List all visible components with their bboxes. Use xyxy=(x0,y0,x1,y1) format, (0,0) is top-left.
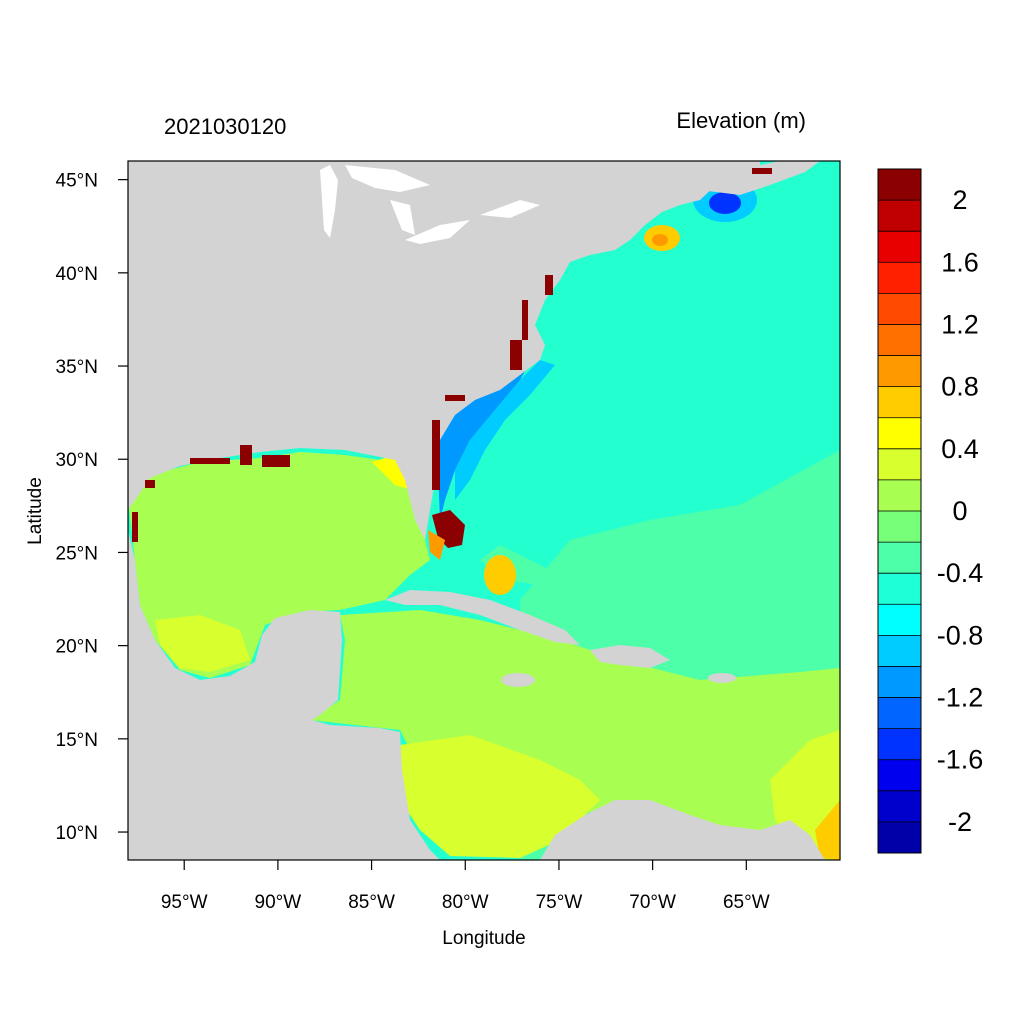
lon-tick-label: 80°W xyxy=(442,892,489,913)
colorbar xyxy=(877,168,922,854)
colorbar-swatch xyxy=(878,542,921,574)
lon-tick-label: 95°W xyxy=(161,892,208,913)
lon-tick-label: 85°W xyxy=(348,892,395,913)
colorbar-swatch xyxy=(878,417,921,450)
lon-tick-label: 90°W xyxy=(255,892,302,913)
lat-tick-label: 20°N xyxy=(56,637,98,658)
lon-tick-label: 65°W xyxy=(723,892,770,913)
colorbar-swatch xyxy=(878,169,921,201)
north-america-land xyxy=(128,161,760,540)
colorbar-label: 1.6 xyxy=(941,247,979,277)
colorbar-swatch xyxy=(878,604,921,636)
mexico-central-america-land xyxy=(128,530,440,860)
colorbar-swatch xyxy=(878,728,921,761)
colorbar-swatch xyxy=(878,511,921,543)
caribbean-sea-region xyxy=(310,610,840,860)
colorbar-swatch xyxy=(878,200,921,232)
lat-tick-label: 15°N xyxy=(56,730,98,751)
bahamas-anomaly xyxy=(484,555,516,595)
colorbar-label: 1.2 xyxy=(941,309,979,339)
map-timestamp-title: 2021030120 xyxy=(164,114,286,139)
great-lakes xyxy=(320,165,540,244)
colorbar-label: -0.8 xyxy=(937,620,984,650)
puerto-rico-land xyxy=(708,673,736,683)
colorbar-label: 0.4 xyxy=(941,434,979,464)
south-america-land xyxy=(540,800,825,860)
colorbar-label: -1.6 xyxy=(937,745,984,775)
lat-tick-label: 25°N xyxy=(56,543,98,564)
florida-sw-orange xyxy=(428,530,445,560)
colorbar-swatch xyxy=(878,262,921,294)
x-axis-label: Longitude xyxy=(442,928,525,949)
longitude-ticks: 95°W 90°W 85°W 80°W 75°W 70°W 65°W xyxy=(161,860,770,913)
map-frame xyxy=(127,160,841,861)
colorbar-swatch xyxy=(878,293,921,325)
gulf-of-maine-deep xyxy=(709,192,741,214)
colorbar-swatch xyxy=(878,386,921,419)
nova-scotia-land xyxy=(700,161,820,195)
lat-tick-label: 40°N xyxy=(56,264,98,285)
colorbar-swatch xyxy=(878,821,921,854)
colorbar-swatch xyxy=(878,697,921,730)
lon-tick-label: 70°W xyxy=(629,892,676,913)
colorbar-label: 0 xyxy=(952,496,967,526)
new-england-anomaly-core xyxy=(652,234,668,246)
cuba-land xyxy=(385,590,580,645)
gulf-yellow-zone xyxy=(155,615,250,672)
map-panel xyxy=(128,161,840,860)
jamaica-land xyxy=(501,673,535,687)
lat-tick-label: 30°N xyxy=(56,450,98,471)
colorbar-label: -2 xyxy=(948,807,972,837)
colorbar-swatch xyxy=(878,635,921,667)
colorbar-swatch xyxy=(878,479,921,512)
y-axis-label: Latitude xyxy=(25,477,46,545)
map-variable-title: Elevation (m) xyxy=(676,108,806,133)
lat-tick-label: 35°N xyxy=(56,357,98,378)
colorbar-swatch xyxy=(878,324,921,357)
coastal-surge-speckles xyxy=(132,168,772,542)
colorbar-swatch xyxy=(878,231,921,263)
colorbar-label: 2 xyxy=(952,185,967,215)
colorbar-labels: 2 1.6 1.2 0.8 0.4 0 -0.4 -0.8 -1.2 -1.6 -2 xyxy=(937,185,984,837)
colorbar-swatch xyxy=(878,666,921,699)
colorbar-label: -1.2 xyxy=(937,683,984,713)
colorbar-swatch xyxy=(878,573,921,605)
colorbar-swatch xyxy=(878,448,921,481)
colorbar-label: -0.4 xyxy=(937,558,984,588)
hispaniola-land xyxy=(590,645,670,668)
us-shelf-mid xyxy=(455,360,555,500)
colorbar-outline xyxy=(877,168,922,854)
latitude-ticks: 45°N 40°N 35°N 30°N 25°N 20°N 15°N 10°N xyxy=(56,171,128,844)
colorbar-swatch xyxy=(878,790,921,823)
orange-spot-east xyxy=(815,800,840,860)
colorbar-swatch xyxy=(878,355,921,388)
colorbar-label: 0.8 xyxy=(941,372,979,402)
lat-tick-label: 45°N xyxy=(56,171,98,192)
lon-tick-label: 75°W xyxy=(536,892,583,913)
caribbean-yellow-zone xyxy=(400,735,600,858)
lat-tick-label: 10°N xyxy=(56,823,98,844)
colorbar-swatch xyxy=(878,759,921,792)
